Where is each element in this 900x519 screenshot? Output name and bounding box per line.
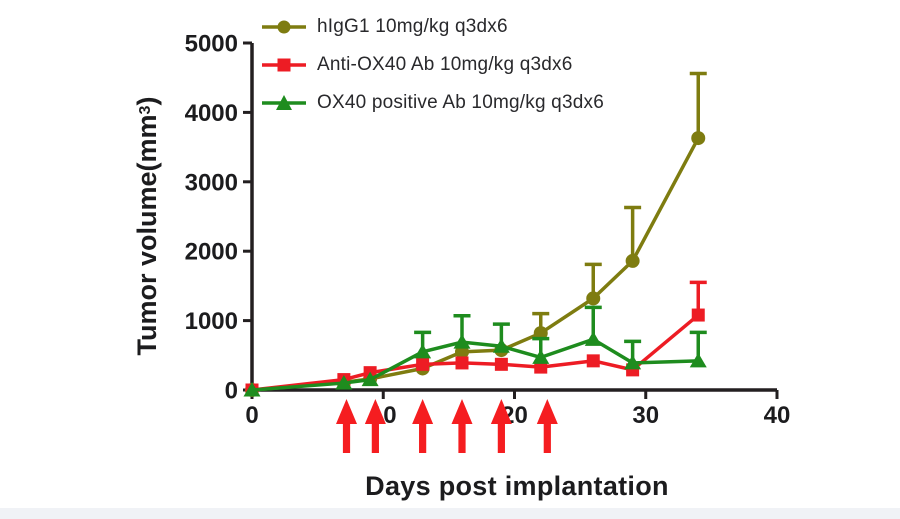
legend-label: Anti-OX40 Ab 10mg/kg q3dx6	[317, 54, 573, 75]
square-marker	[416, 357, 430, 371]
circle-marker	[533, 326, 548, 341]
triangle-marker	[453, 334, 471, 349]
x-axis-ticks: 0 10 20 30 40	[245, 390, 790, 429]
y-tick-label: 1000	[185, 308, 238, 335]
legend-item-ox40-positive: OX40 positive Ab 10mg/kg q3dx6	[260, 84, 604, 122]
dose-arrows	[336, 399, 558, 453]
series-line	[251, 313, 700, 392]
legend-item-higg1: hIgG1 10mg/kg q3dx6	[260, 8, 604, 46]
y-axis-title-close: )	[132, 96, 162, 106]
triangle-marker	[361, 371, 379, 387]
circle-marker	[586, 291, 601, 306]
y-axis-title-superscript: 3	[137, 105, 154, 115]
x-axis-title: Days post implantation	[365, 471, 669, 501]
legend-square-marker-icon	[262, 58, 306, 72]
legend-label: OX40 positive Ab 10mg/kg q3dx6	[317, 92, 604, 113]
legend-label: hIgG1 10mg/kg q3dx6	[317, 16, 508, 37]
up-arrow-icon	[336, 399, 357, 453]
y-axis-title: Tumor volume(mm3)	[132, 54, 168, 398]
triangle-marker	[492, 338, 510, 353]
legend-item-anti-ox40: Anti-OX40 Ab 10mg/kg q3dx6	[260, 46, 604, 84]
bottom-edge-strip	[0, 508, 900, 519]
up-arrow-icon	[536, 399, 558, 453]
triangle-marker	[243, 382, 261, 397]
up-arrow-icon	[364, 399, 386, 453]
y-axis-title-text: Tumor volume(mm	[132, 114, 162, 356]
triangle-marker	[584, 331, 602, 346]
series-line	[251, 337, 699, 392]
y-tick-label: 5000	[185, 31, 238, 58]
series-square	[245, 280, 707, 397]
x-tick-label: 30	[632, 402, 659, 429]
square-marker	[586, 354, 600, 368]
triangle-marker	[532, 349, 550, 364]
up-arrow-icon	[412, 399, 434, 453]
y-tick-label: 3000	[185, 169, 238, 196]
triangle-marker	[414, 343, 432, 359]
x-tick-label: 0	[245, 402, 258, 429]
up-arrow-icon	[490, 399, 512, 453]
square-marker	[455, 356, 469, 370]
square-marker	[691, 308, 705, 322]
circle-marker	[691, 131, 706, 146]
triangle-marker	[689, 352, 707, 368]
square-marker	[494, 357, 508, 371]
y-tick-label: 0	[225, 378, 238, 405]
triangle-marker	[624, 354, 642, 370]
legend-circle-marker-icon	[262, 20, 306, 34]
legend-triangle-marker-icon	[262, 95, 306, 110]
circle-marker	[625, 253, 640, 268]
series-triangle	[243, 305, 707, 397]
y-tick-label: 2000	[185, 239, 238, 266]
up-arrow-icon	[451, 399, 473, 453]
triangle-marker	[335, 375, 353, 390]
y-tick-label: 4000	[185, 100, 238, 127]
x-tick-label: 40	[764, 402, 791, 429]
series-circle	[245, 71, 707, 397]
legend: hIgG1 10mg/kg q3dx6 Anti-OX40 Ab 10mg/kg…	[260, 8, 604, 122]
y-axis-ticks: 0 1000 2000 3000 4000 5000	[185, 31, 252, 405]
